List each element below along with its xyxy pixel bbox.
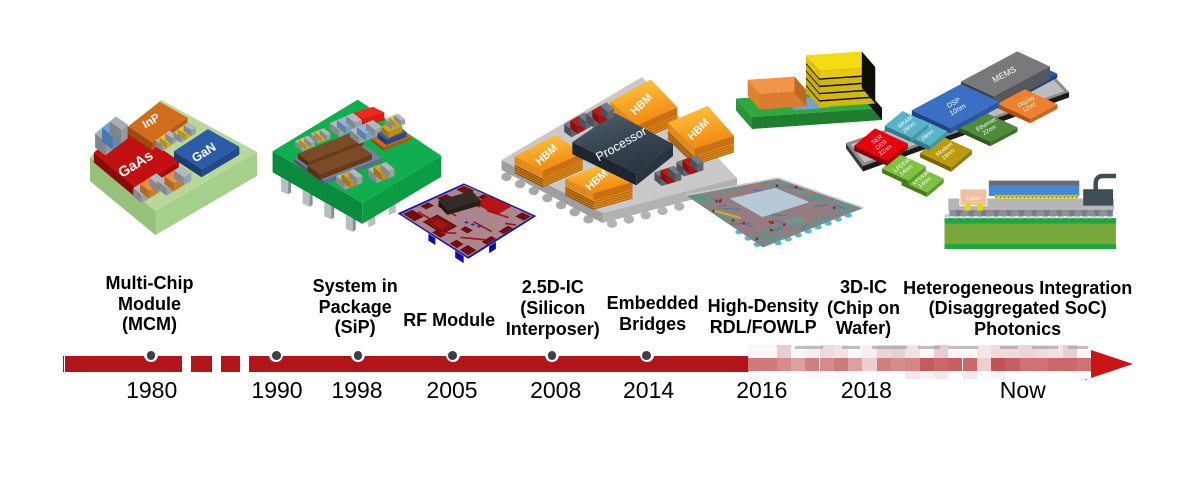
svg-text:Laser: Laser bbox=[966, 196, 980, 202]
